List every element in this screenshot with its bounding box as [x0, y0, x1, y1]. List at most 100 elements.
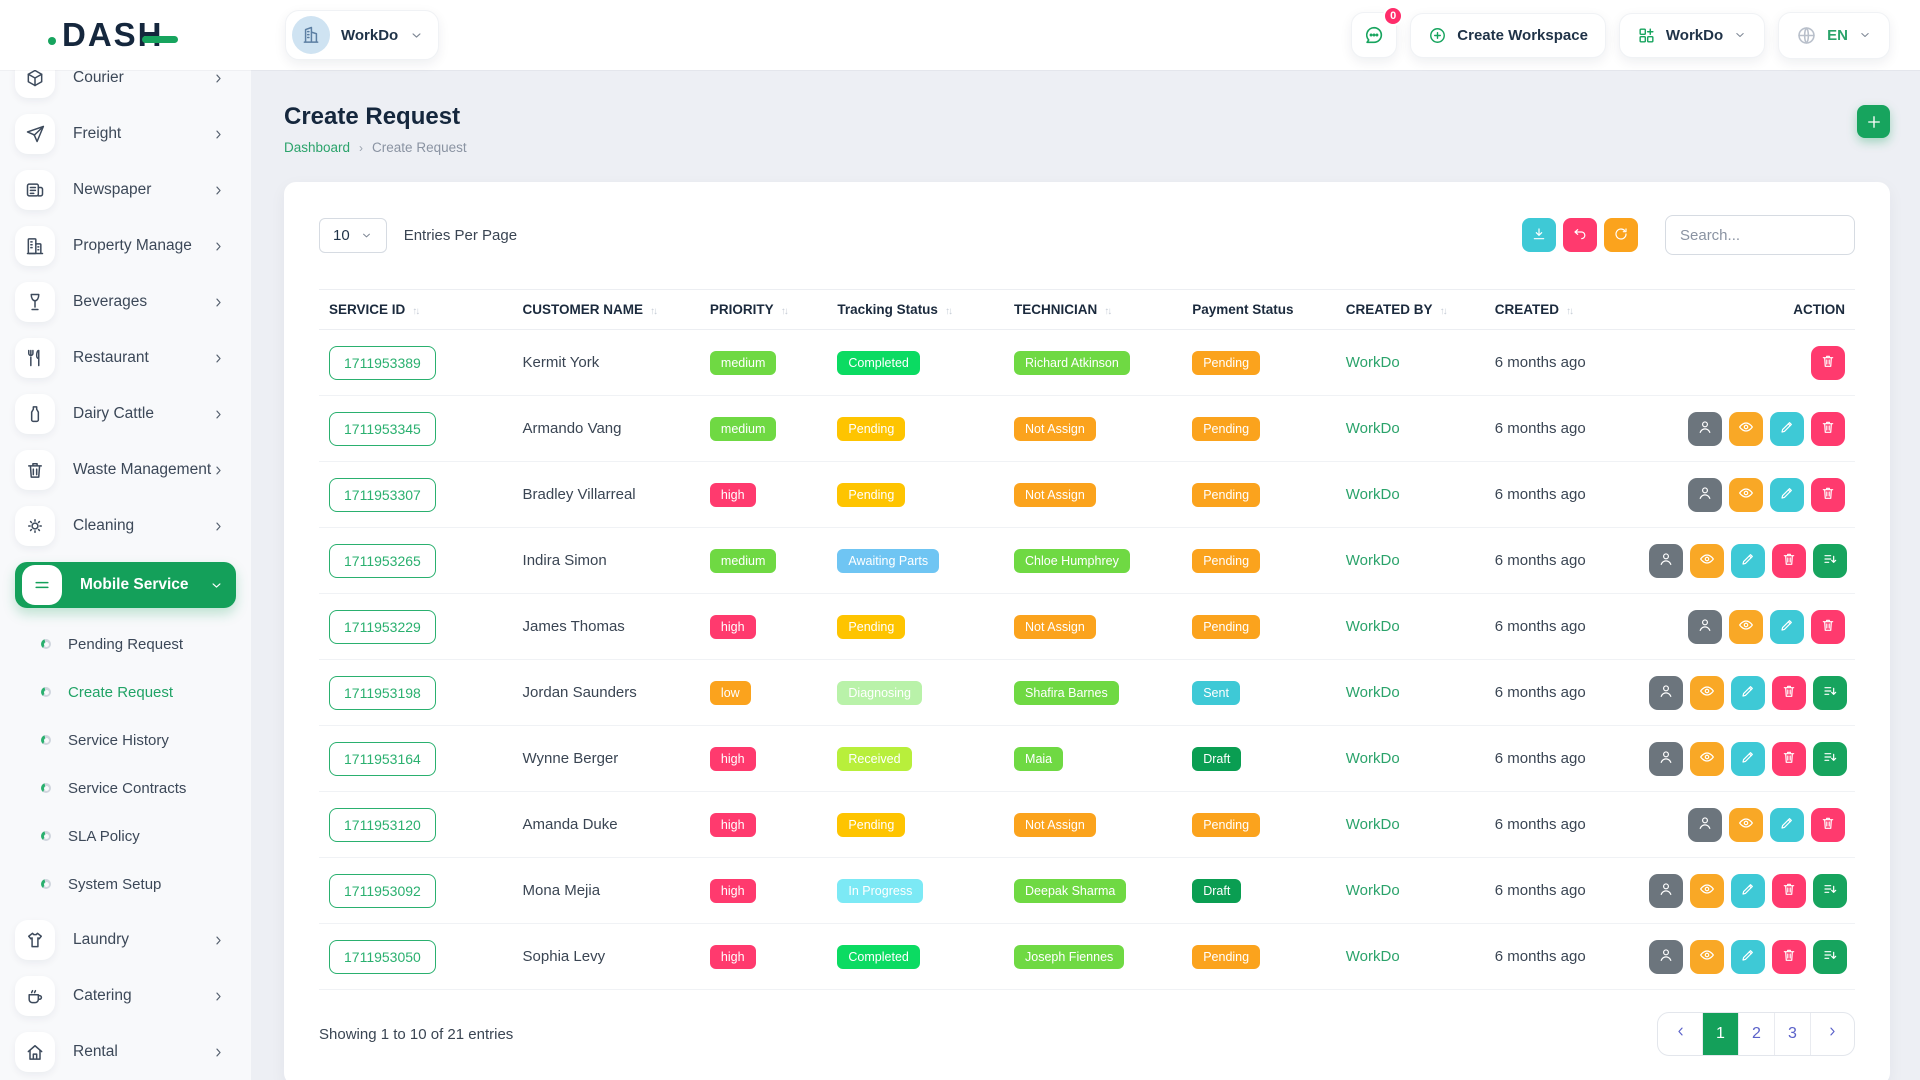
eye-action-button[interactable]	[1690, 544, 1724, 578]
pagination-next-button[interactable]	[1810, 1013, 1854, 1055]
list-action-button[interactable]	[1813, 874, 1847, 908]
trash-action-button[interactable]	[1811, 346, 1845, 380]
service-id-pill[interactable]: 1711953229	[329, 610, 436, 644]
created-by-link[interactable]: WorkDo	[1346, 882, 1400, 899]
trash-action-button[interactable]	[1811, 610, 1845, 644]
user-action-button[interactable]	[1649, 874, 1683, 908]
created-by-link[interactable]: WorkDo	[1346, 618, 1400, 635]
eye-action-button[interactable]	[1690, 676, 1724, 710]
workspace-menu-button[interactable]: WorkDo	[1619, 13, 1765, 58]
sidebar-item-dairy-cattle[interactable]: Dairy Cattle	[15, 394, 236, 434]
edit-action-button[interactable]	[1770, 412, 1804, 446]
trash-action-button[interactable]	[1772, 544, 1806, 578]
entries-per-page-select[interactable]: 10	[319, 218, 387, 253]
create-workspace-button[interactable]: Create Workspace	[1410, 13, 1606, 58]
sidebar-item-mobile-service[interactable]: Mobile Service	[15, 562, 236, 608]
refresh-button[interactable]	[1604, 218, 1638, 252]
sidebar-item-create-request[interactable]: Create Request	[41, 680, 251, 704]
column-header-tracking-status[interactable]: Tracking Status↑↓	[827, 290, 1004, 330]
breadcrumb-dashboard-link[interactable]: Dashboard	[284, 140, 350, 155]
service-id-pill[interactable]: 1711953050	[329, 940, 436, 974]
service-id-pill[interactable]: 1711953345	[329, 412, 436, 446]
sidebar-item-pending-request[interactable]: Pending Request	[41, 632, 251, 656]
edit-action-button[interactable]	[1770, 478, 1804, 512]
eye-action-button[interactable]	[1729, 412, 1763, 446]
service-id-pill[interactable]: 1711953198	[329, 676, 436, 710]
sidebar-item-rental[interactable]: Rental	[15, 1032, 236, 1072]
user-action-button[interactable]	[1688, 808, 1722, 842]
trash-action-button[interactable]	[1811, 478, 1845, 512]
eye-action-button[interactable]	[1690, 874, 1724, 908]
trash-action-button[interactable]	[1772, 940, 1806, 974]
trash-action-button[interactable]	[1772, 676, 1806, 710]
search-input[interactable]	[1665, 215, 1855, 255]
list-action-button[interactable]	[1813, 742, 1847, 776]
column-header-created-by[interactable]: CREATED BY↑↓	[1336, 290, 1485, 330]
edit-action-button[interactable]	[1731, 676, 1765, 710]
pagination-prev-button[interactable]	[1658, 1013, 1702, 1055]
edit-action-button[interactable]	[1770, 610, 1804, 644]
service-id-pill[interactable]: 1711953164	[329, 742, 436, 776]
undo-button[interactable]	[1563, 218, 1597, 252]
created-by-link[interactable]: WorkDo	[1346, 420, 1400, 437]
eye-action-button[interactable]	[1729, 610, 1763, 644]
sidebar-item-system-setup[interactable]: System Setup	[41, 872, 251, 896]
column-header-priority[interactable]: PRIORITY↑↓	[700, 290, 827, 330]
sidebar-item-laundry[interactable]: Laundry	[15, 920, 236, 960]
created-by-link[interactable]: WorkDo	[1346, 486, 1400, 503]
created-by-link[interactable]: WorkDo	[1346, 948, 1400, 965]
user-action-button[interactable]	[1649, 676, 1683, 710]
column-header-created[interactable]: CREATED↑↓	[1485, 290, 1632, 330]
user-action-button[interactable]	[1649, 742, 1683, 776]
sidebar-item-property-manage[interactable]: Property Manage	[15, 226, 236, 266]
service-id-pill[interactable]: 1711953265	[329, 544, 436, 578]
created-by-link[interactable]: WorkDo	[1346, 750, 1400, 767]
eye-action-button[interactable]	[1729, 478, 1763, 512]
edit-action-button[interactable]	[1731, 742, 1765, 776]
sidebar-item-service-history[interactable]: Service History	[41, 728, 251, 752]
pagination-page-1[interactable]: 1	[1702, 1013, 1738, 1055]
service-id-pill[interactable]: 1711953389	[329, 346, 436, 380]
sidebar-item-freight[interactable]: Freight	[15, 114, 236, 154]
list-action-button[interactable]	[1813, 940, 1847, 974]
sidebar-item-cleaning[interactable]: Cleaning	[15, 506, 236, 546]
trash-action-button[interactable]	[1772, 874, 1806, 908]
service-id-pill[interactable]: 1711953120	[329, 808, 436, 842]
created-by-link[interactable]: WorkDo	[1346, 552, 1400, 569]
edit-action-button[interactable]	[1770, 808, 1804, 842]
list-action-button[interactable]	[1813, 676, 1847, 710]
column-header-technician[interactable]: TECHNICIAN↑↓	[1004, 290, 1182, 330]
user-action-button[interactable]	[1688, 478, 1722, 512]
eye-action-button[interactable]	[1690, 742, 1724, 776]
sidebar-item-newspaper[interactable]: Newspaper	[15, 170, 236, 210]
pagination-page-3[interactable]: 3	[1774, 1013, 1810, 1055]
pagination-page-2[interactable]: 2	[1738, 1013, 1774, 1055]
sidebar-item-courier[interactable]: Courier	[15, 70, 236, 98]
messages-button[interactable]: 0	[1351, 12, 1397, 58]
user-action-button[interactable]	[1649, 544, 1683, 578]
created-by-link[interactable]: WorkDo	[1346, 816, 1400, 833]
sidebar-item-waste-management[interactable]: Waste Management	[15, 450, 236, 490]
language-selector[interactable]: EN	[1778, 12, 1890, 59]
sidebar-item-restaurant[interactable]: Restaurant	[15, 338, 236, 378]
sidebar-item-catering[interactable]: Catering	[15, 976, 236, 1016]
eye-action-button[interactable]	[1729, 808, 1763, 842]
edit-action-button[interactable]	[1731, 544, 1765, 578]
download-button[interactable]	[1522, 218, 1556, 252]
trash-action-button[interactable]	[1811, 808, 1845, 842]
service-id-pill[interactable]: 1711953092	[329, 874, 436, 908]
list-action-button[interactable]	[1813, 544, 1847, 578]
user-action-button[interactable]	[1649, 940, 1683, 974]
sidebar-item-sla-policy[interactable]: SLA Policy	[41, 824, 251, 848]
add-request-button[interactable]	[1857, 105, 1890, 138]
trash-action-button[interactable]	[1811, 412, 1845, 446]
column-header-service-id[interactable]: SERVICE ID↑↓	[319, 290, 513, 330]
created-by-link[interactable]: WorkDo	[1346, 684, 1400, 701]
user-action-button[interactable]	[1688, 610, 1722, 644]
edit-action-button[interactable]	[1731, 874, 1765, 908]
workspace-switcher[interactable]: WorkDo	[285, 10, 439, 60]
user-action-button[interactable]	[1688, 412, 1722, 446]
service-id-pill[interactable]: 1711953307	[329, 478, 436, 512]
column-header-customer-name[interactable]: CUSTOMER NAME↑↓	[513, 290, 700, 330]
sidebar-item-service-contracts[interactable]: Service Contracts	[41, 776, 251, 800]
